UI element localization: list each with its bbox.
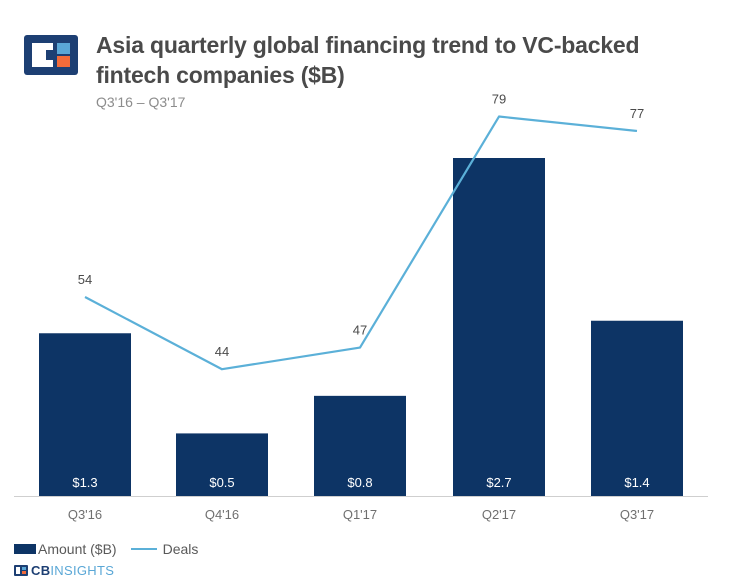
- legend-swatch-bar: [14, 544, 36, 554]
- title-block: Asia quarterly global financing trend to…: [96, 30, 716, 110]
- brand-footer: CB INSIGHTS: [14, 563, 114, 578]
- cb-insights-small-logo-icon: [14, 565, 28, 576]
- brand-name-insights: INSIGHTS: [50, 563, 115, 578]
- chart-subtitle: Q3'16 – Q3'17: [96, 94, 186, 110]
- chart-legend: Amount ($B) Deals: [14, 541, 212, 557]
- deals-value-label-1: 44: [215, 344, 229, 359]
- deals-value-label-4: 77: [630, 106, 644, 121]
- x-tick-label-4: Q3'17: [620, 507, 654, 522]
- deals-value-label-3: 79: [492, 92, 506, 107]
- deals-value-label-2: 47: [353, 323, 367, 338]
- bar-value-label-1: $0.5: [209, 475, 234, 490]
- cb-insights-logo-icon: [24, 35, 78, 75]
- bar-1: [176, 433, 268, 496]
- chart-title: Asia quarterly global financing trend to…: [96, 32, 640, 88]
- legend-label-amount: Amount ($B): [38, 541, 117, 557]
- legend-item-amount: Amount ($B): [14, 541, 117, 557]
- legend-item-deals: Deals: [130, 541, 199, 557]
- legend-swatch-line: [130, 548, 157, 550]
- bar-3: [453, 158, 545, 496]
- x-tick-label-1: Q4'16: [205, 507, 239, 522]
- bar-0: [39, 333, 131, 496]
- x-tick-label-0: Q3'16: [68, 507, 102, 522]
- x-tick-label-3: Q2'17: [482, 507, 516, 522]
- bar-value-label-0: $1.3: [72, 475, 97, 490]
- legend-label-deals: Deals: [162, 541, 199, 557]
- brand-name-cb: CB: [31, 563, 51, 578]
- bar-value-label-2: $0.8: [347, 475, 372, 490]
- bar-4: [591, 320, 683, 496]
- bar-2: [314, 395, 406, 496]
- deals-value-label-0: 54: [78, 272, 92, 287]
- bar-value-label-3: $2.7: [486, 475, 511, 490]
- bar-value-label-4: $1.4: [624, 475, 649, 490]
- x-tick-label-2: Q1'17: [343, 507, 377, 522]
- deals-line: [84, 115, 638, 371]
